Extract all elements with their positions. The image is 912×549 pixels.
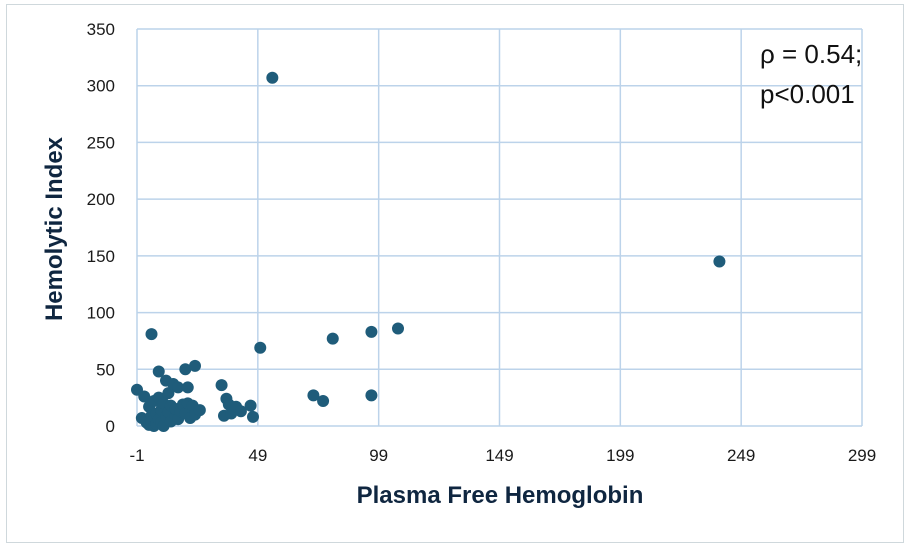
data-point [152,365,165,378]
x-tick-label: 99 [369,446,388,465]
y-tick-label: 0 [106,417,115,436]
y-axis-title: Hemolytic Index [41,136,68,321]
data-point [365,325,378,338]
data-points [131,71,726,432]
x-tick-labels: -1 49 99 149 199 249 299 [129,446,876,465]
x-tick-label: 149 [485,446,513,465]
data-point [713,255,726,268]
x-tick-label: 249 [727,446,755,465]
data-point [138,390,151,403]
data-point [193,404,206,417]
y-tick-label: 350 [87,20,115,39]
chart-frame [6,4,904,543]
y-tick-label: 150 [87,247,115,266]
y-tick-labels: 0 50 100 150 200 250 300 350 [87,20,115,436]
data-point [162,387,175,400]
data-point [172,381,185,394]
x-tick-label: -1 [129,446,144,465]
y-tick-label: 50 [96,360,115,379]
data-point [181,381,194,394]
gridlines [136,28,863,427]
data-point [145,328,158,341]
data-point [247,410,259,423]
data-point [189,359,201,372]
data-point [317,395,330,408]
correlation-annotation-line1: ρ = 0.54; [760,39,862,69]
y-tick-label: 100 [87,304,115,323]
data-point [234,405,247,418]
y-tick-label: 250 [87,133,115,152]
data-point [365,389,378,402]
x-tick-label: 199 [606,446,634,465]
x-tick-label: 49 [248,446,267,465]
data-point [179,363,192,376]
y-tick-label: 200 [87,190,115,209]
correlation-annotation-line2: p<0.001 [760,79,855,109]
data-point [254,341,267,354]
x-axis-title: Plasma Free Hemoglobin [357,482,644,509]
x-tick-label: 299 [848,446,876,465]
data-point [326,332,339,345]
data-point [392,322,404,335]
data-point [215,379,228,392]
data-point [307,389,320,402]
data-point [266,71,279,84]
y-tick-label: 300 [87,77,115,96]
data-point [244,399,257,412]
